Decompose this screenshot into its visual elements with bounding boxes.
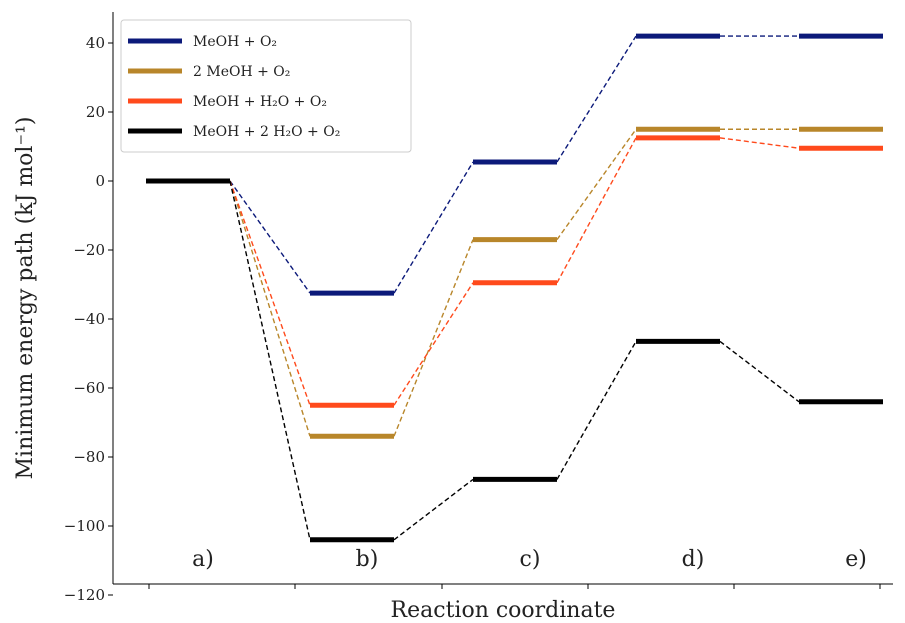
connector-line (229, 180, 311, 540)
connector-line (556, 341, 637, 480)
y-tick-label: −120 (64, 586, 105, 604)
stage-label: e) (845, 547, 867, 572)
connector-line (229, 180, 311, 437)
legend-label: MeOH + O₂ (193, 34, 277, 50)
y-tick-label: −40 (73, 310, 105, 328)
connector-line (229, 180, 311, 294)
connector-line (556, 128, 637, 241)
connector-line (393, 239, 474, 437)
y-tick-label: −100 (64, 517, 105, 535)
connector-line (556, 35, 637, 163)
y-tick-label: 40 (86, 34, 105, 52)
y-tick-label: −60 (73, 379, 105, 397)
stage-labels: a) b) c) d) e) (192, 547, 867, 572)
y-ticks: −120 −100 −80 −60 −40 −20 0 20 40 (64, 34, 113, 604)
stage-label: b) (356, 547, 379, 572)
connector-line (556, 137, 637, 284)
y-axis-title: Minimum energy path (kJ mol⁻¹) (13, 117, 38, 480)
energy-levels (146, 33, 883, 543)
legend-label: 2 MeOH + O₂ (193, 64, 290, 80)
connector-line (393, 282, 474, 406)
connector-line (393, 478, 474, 541)
legend-label: MeOH + 2 H₂O + O₂ (193, 124, 340, 140)
stage-label: a) (192, 547, 214, 572)
x-ticks (148, 584, 881, 589)
x-axis-title: Reaction coordinate (391, 598, 616, 623)
legend-label: MeOH + H₂O + O₂ (193, 94, 327, 110)
y-tick-label: −20 (73, 241, 105, 259)
connector-line (393, 161, 474, 294)
stage-label: c) (520, 547, 541, 572)
stage-label: d) (682, 547, 705, 572)
connectors (229, 35, 800, 541)
connector-line (719, 340, 800, 403)
legend: MeOH + O₂ 2 MeOH + O₂ MeOH + H₂O + O₂ MeOH … (120, 19, 412, 153)
axes (112, 12, 893, 585)
connector-line (229, 180, 311, 406)
y-tick-label: −80 (73, 448, 105, 466)
y-tick-label: 0 (95, 172, 105, 190)
y-tick-label: 20 (86, 103, 105, 121)
legend-box (120, 19, 412, 153)
connector-line (719, 137, 800, 149)
